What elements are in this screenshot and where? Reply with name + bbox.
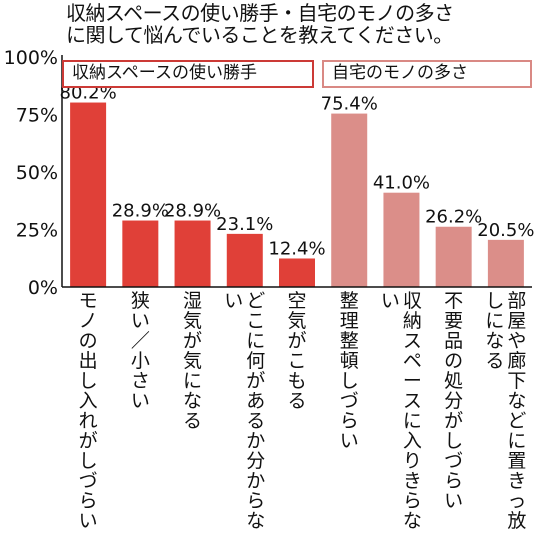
y-tick-label: 50% — [16, 162, 58, 184]
bar-value-label: 20.5% — [477, 220, 534, 241]
bar-value-label: 41.0% — [373, 173, 430, 194]
category-label: 湿気が気になる — [183, 290, 202, 432]
category-label: 収納スペースに入りきらない — [381, 290, 422, 532]
bar-value-label: 28.9% — [164, 201, 221, 222]
y-tick-label: 75% — [16, 105, 58, 127]
bar-value-label: 12.4% — [268, 238, 325, 259]
bar — [279, 258, 315, 287]
category-label: 不要品の処分がしづらい — [444, 290, 463, 512]
bar — [122, 220, 159, 287]
bar — [331, 113, 368, 287]
category-label: 狭い／小さい — [131, 290, 150, 412]
y-tick-label: 0% — [28, 277, 58, 299]
bar — [487, 239, 524, 287]
category-label: どこに何があるか分からない — [224, 290, 265, 532]
title-line-2: に関して悩んでいることを教えてください。 — [66, 23, 453, 47]
bar-value-label: 23.1% — [216, 214, 273, 235]
chart-title: 収納スペースの使い勝手・自宅のモノの多さ に関して悩んでいることを教えてください… — [66, 2, 532, 46]
bar — [70, 102, 107, 287]
category-label: 部屋や廊下などに置きっ放しになる — [485, 290, 526, 532]
bar — [174, 220, 211, 287]
legend-storage-usability: 収納スペースの使い勝手 — [62, 60, 314, 88]
category-label: 空気がこもる — [287, 290, 306, 412]
bar-value-label: 26.2% — [425, 207, 482, 228]
title-line-1: 収納スペースの使い勝手・自宅のモノの多さ — [66, 1, 454, 25]
bar-value-label: 28.9% — [112, 201, 169, 222]
bar — [435, 226, 472, 287]
y-tick-label: 25% — [16, 220, 58, 242]
y-tick-label: 100% — [4, 47, 58, 69]
bar-value-label: 75.4% — [321, 94, 378, 115]
bar — [226, 233, 263, 287]
category-label: 整理整頓しづらい — [340, 290, 359, 452]
bar — [383, 192, 420, 287]
category-label: モノの出し入れがしづらい — [79, 290, 98, 532]
legend-item-quantity: 自宅のモノの多さ — [322, 60, 532, 88]
